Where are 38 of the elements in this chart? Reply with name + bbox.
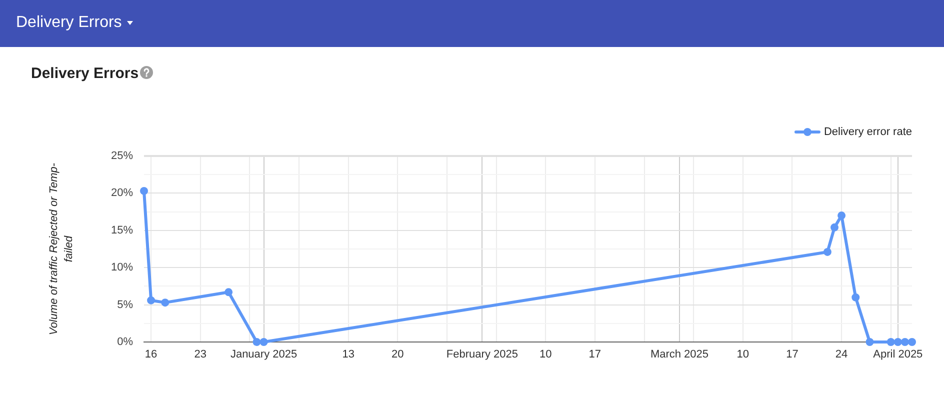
x-tick-label: February 2025 <box>446 348 518 361</box>
x-tick-label: 20 <box>392 348 404 361</box>
y-tick-label: 25% <box>110 150 134 162</box>
y-tick-label: 5% <box>117 298 134 311</box>
y-tick-label: 0% <box>117 336 134 348</box>
x-tick-label: 16 <box>144 348 158 361</box>
y-tick-label: 20% <box>110 187 134 200</box>
x-tick-label: 10 <box>539 348 552 361</box>
x-tick-label: 17 <box>786 348 798 361</box>
point <box>838 212 846 220</box>
point <box>894 338 902 346</box>
y-tick-label: 10% <box>110 262 134 274</box>
point <box>147 296 156 304</box>
point <box>852 293 860 302</box>
point <box>260 338 268 346</box>
point <box>140 186 148 195</box>
point <box>900 338 909 346</box>
x-tick-label: March 2025 <box>650 348 709 361</box>
x-tick-label: 10 <box>736 348 750 361</box>
point <box>252 338 261 346</box>
point <box>886 338 895 346</box>
point <box>866 338 874 346</box>
x-tick-label: 23 <box>194 348 206 361</box>
point <box>908 338 916 346</box>
y-axis-title: Volume of traffic Rejected or Temp-failed <box>47 162 76 338</box>
x-tick-label: 13 <box>342 348 354 361</box>
point <box>161 298 170 307</box>
point <box>830 223 838 232</box>
x-tick-label: 24 <box>835 348 848 361</box>
text: Delivery Errors <box>16 14 122 31</box>
x-tick-label: January 2025 <box>230 348 298 361</box>
point <box>224 288 233 296</box>
x-tick-label: 17 <box>588 348 602 361</box>
chart-title: Delivery Errors <box>31 64 139 84</box>
point <box>823 248 832 256</box>
x-tick-label: April 2025 <box>873 348 923 361</box>
legend-label: Delivery error rate <box>824 126 912 138</box>
y-tick-label: 15% <box>110 224 134 236</box>
